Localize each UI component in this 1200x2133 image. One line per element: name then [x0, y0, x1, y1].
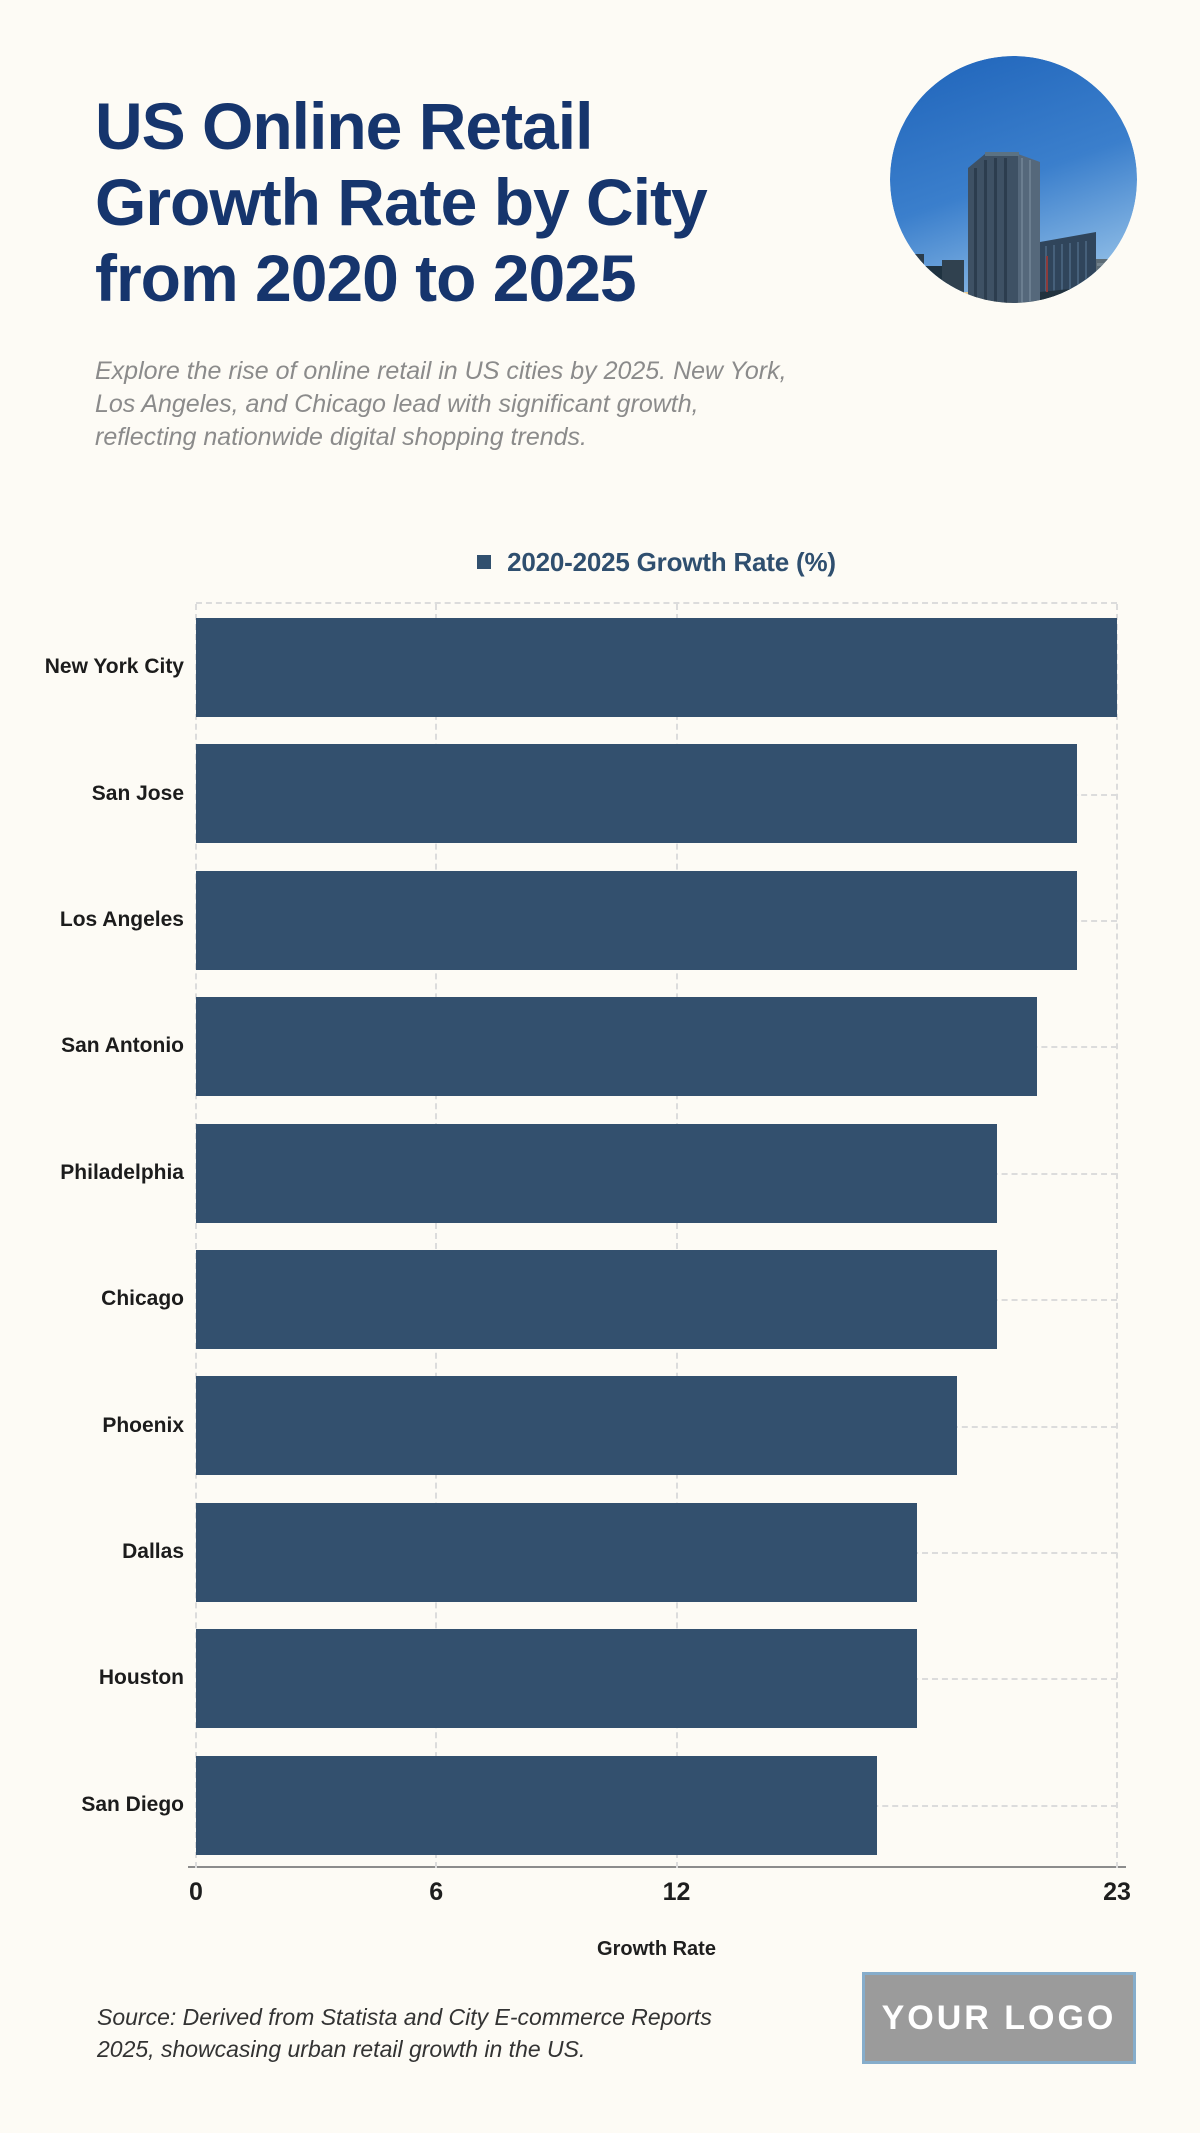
bar-houston [196, 1629, 917, 1729]
gridline-x-0 [195, 604, 197, 1868]
bar-label: New York City [44, 655, 184, 679]
x-tick-label-0: 0 [189, 1878, 203, 1906]
bar-row: Los Angeles [60, 857, 1117, 983]
x-axis-ticks: 0 6 12 23 [189, 1878, 1131, 1908]
bar-label: San Diego [81, 1792, 184, 1816]
bar-label: Los Angeles [59, 907, 184, 931]
bar-label: Philadelphia [60, 1160, 184, 1184]
bar-label: Phoenix [102, 1413, 184, 1437]
title-line-2: Growth Rate by City [95, 165, 708, 240]
bar-row: Houston [99, 1615, 1117, 1741]
bar-row: San Antonio [61, 983, 1117, 1109]
bar-label: San Antonio [61, 1034, 184, 1058]
bar-dallas [196, 1502, 917, 1602]
gridline-x-12 [675, 604, 678, 1868]
bar-row: San Diego [81, 1742, 1117, 1868]
x-tick-label-12: 12 [662, 1878, 691, 1906]
gridline-x-23 [1116, 604, 1118, 1868]
title-line-1: US Online Retail [95, 89, 593, 164]
title-line-3: from 2020 to 2025 [95, 241, 637, 316]
x-axis-title: Growth Rate [597, 1938, 716, 1960]
source-text: Source: Derived from Statista and City E… [97, 2001, 797, 2065]
source-line-2: 2025, showcasing urban retail growth in … [97, 2036, 586, 2062]
chart-legend: 2020-2025 Growth Rate (%) [196, 546, 1117, 578]
bar-row: Chicago [101, 1236, 1117, 1362]
subtitle-line-3: reflecting nationwide digital shopping t… [95, 423, 587, 451]
bar-row: Dallas [122, 1489, 1117, 1615]
page-title: US Online Retail Growth Rate by City fro… [95, 88, 895, 316]
x-axis-line [188, 1866, 1126, 1868]
x-tick-label-23: 23 [1103, 1878, 1131, 1906]
logo-placeholder: YOUR LOGO [862, 1972, 1136, 2064]
gridline-x-6 [435, 604, 438, 1868]
bar-san-jose [196, 744, 1077, 844]
bar-phoenix [196, 1376, 957, 1476]
bar-new-york-city [196, 618, 1117, 717]
bar-chart-plot: New York City San Jose Los Angeles San Anto… [45, 602, 1118, 1868]
subtitle-line-1: Explore the rise of online retail in US … [95, 357, 787, 385]
source-line-1: Source: Derived from Statista and City E… [97, 2004, 712, 2030]
bar-san-diego [196, 1755, 877, 1855]
bar-label: San Jose [91, 781, 184, 805]
skyline-illustration [890, 56, 1137, 303]
bar-row: San Jose [92, 730, 1117, 856]
bar-philadelphia [196, 1123, 997, 1223]
bar-row: New York City [45, 604, 1117, 730]
bar-label: Dallas [122, 1539, 184, 1563]
bar-chicago [196, 1250, 997, 1349]
bar-label: Houston [98, 1666, 184, 1690]
bar-los-angeles [196, 870, 1077, 970]
legend-swatch [477, 555, 492, 569]
bar-san-antonio [196, 997, 1037, 1097]
subtitle-line-2: Los Angeles, and Chicago lead with signi… [95, 390, 699, 418]
city-skyline-photo [890, 56, 1137, 303]
legend-label: 2020-2025 Growth Rate (%) [507, 546, 836, 577]
bar-label: Chicago [101, 1287, 184, 1311]
bar-row: Phoenix [102, 1362, 1117, 1488]
logo-text: YOUR LOGO [881, 1998, 1117, 2037]
subtitle: Explore the rise of online retail in US … [95, 355, 915, 454]
x-tick-label-6: 6 [429, 1878, 444, 1906]
bar-row: Philadelphia [60, 1110, 1117, 1236]
